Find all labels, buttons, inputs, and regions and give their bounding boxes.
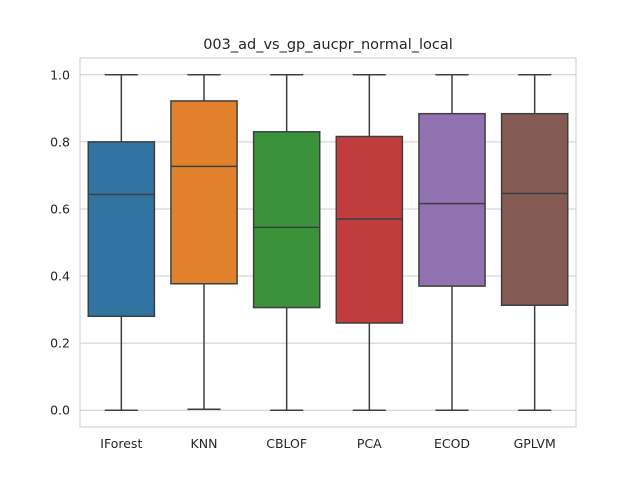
y-tick-label: 0.6 [50, 201, 70, 216]
y-tick-label: 0.4 [50, 269, 70, 284]
y-tick-label: 1.0 [50, 67, 70, 82]
box-cblof [252, 74, 321, 411]
x-tick-label: CBLOF [266, 436, 307, 451]
x-tick-label: GPLVM [514, 436, 556, 451]
boxes [87, 74, 569, 411]
y-axis-ticks: 0.0 0.2 0.4 0.6 0.8 1.0 [50, 67, 70, 417]
grid-lines [80, 74, 576, 411]
iqr-box [418, 112, 486, 287]
plot-area [80, 58, 576, 427]
x-axis-ticks: IForest KNN CBLOF PCA ECOD GPLVM [100, 436, 555, 451]
y-tick-label: 0.2 [50, 336, 70, 351]
iqr-box [500, 112, 569, 306]
iqr-box [170, 100, 238, 285]
iqr-box [252, 131, 321, 309]
box-iforest [87, 74, 156, 411]
box-pca [335, 74, 404, 411]
chart-title: 003_ad_vs_gp_aucpr_normal_local [203, 37, 453, 53]
x-tick-label: KNN [191, 436, 218, 451]
y-tick-label: 0.8 [50, 134, 70, 149]
x-tick-label: PCA [357, 436, 382, 451]
y-tick-label: 0.0 [50, 403, 70, 418]
box-gplvm [500, 74, 569, 411]
iqr-box [87, 141, 156, 318]
x-tick-label: IForest [100, 436, 142, 451]
plot-frame [79, 57, 577, 428]
box-ecod [418, 74, 486, 411]
iqr-box [335, 135, 404, 324]
x-tick-label: ECOD [434, 436, 470, 451]
box-knn [170, 74, 238, 410]
